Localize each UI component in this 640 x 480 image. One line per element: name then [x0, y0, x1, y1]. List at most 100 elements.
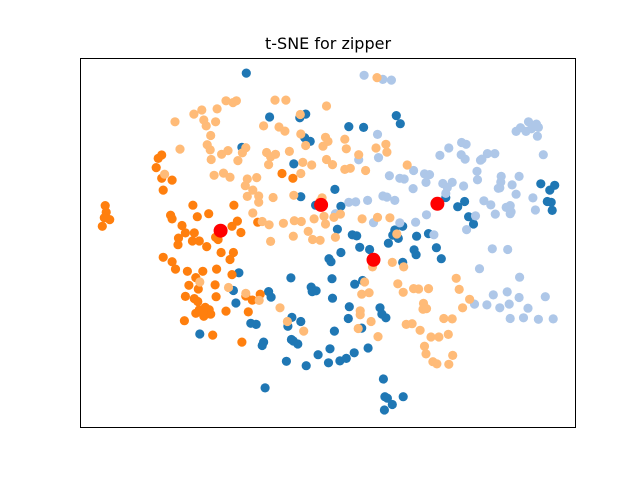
scatter-point-series-4-29 — [321, 154, 332, 165]
scatter-point-series-2-18 — [344, 197, 354, 207]
scatter-point-series-1-63 — [323, 358, 334, 368]
scatter-point-series-1-5 — [344, 122, 354, 132]
scatter-point-series-1-81 — [378, 374, 388, 384]
scatter-point-series-1-46 — [327, 293, 338, 303]
scatter-point-series-4-124 — [353, 323, 363, 334]
scatter-point-series-3-14 — [192, 212, 202, 222]
scatter-point-series-1-12 — [296, 192, 306, 202]
scatter-point-series-3-35 — [184, 280, 194, 290]
highlight-point-2 — [314, 197, 329, 212]
scatter-point-series-1-73 — [260, 383, 270, 393]
scatter-point-series-1-18 — [355, 242, 365, 252]
scatter-point-series-1-10 — [289, 159, 299, 169]
scatter-point-series-4-74 — [289, 216, 299, 226]
scatter-point-series-2-51 — [470, 211, 481, 221]
scatter-point-series-1-69 — [329, 326, 339, 336]
scatter-point-series-3-4 — [99, 213, 109, 223]
scatter-point-series-1-59 — [296, 316, 306, 327]
scatter-point-series-3-17 — [180, 228, 190, 238]
scatter-point-series-3-13 — [188, 200, 198, 210]
scatter-point-series-1-85 — [382, 393, 392, 403]
scatter-point-series-4-116 — [439, 313, 449, 324]
scatter-point-series-4-9 — [212, 104, 222, 114]
scatter-point-series-2-82 — [518, 313, 529, 323]
scatter-point-series-4-65 — [268, 192, 278, 203]
scatter-point-series-4-8 — [221, 96, 231, 106]
scatter-point-series-4-83 — [320, 219, 331, 229]
scatter-point-series-2-81 — [505, 313, 515, 324]
scatter-point-series-4-129 — [275, 303, 285, 313]
scatter-point-series-2-16 — [363, 195, 373, 205]
scatter-point-series-4-36 — [284, 146, 294, 156]
scatter-point-series-2-49 — [505, 209, 515, 219]
scatter-point-series-2-84 — [548, 314, 558, 324]
scatter-point-series-4-52 — [199, 115, 209, 125]
scatter-point-series-2-62 — [538, 150, 548, 160]
scatter-point-series-4-70 — [329, 212, 339, 222]
scatter-point-series-1-66 — [349, 348, 359, 358]
scatter-point-series-3-5 — [97, 221, 107, 231]
scatter-point-series-2-37 — [490, 149, 500, 159]
scatter-point-series-3-52 — [179, 316, 189, 326]
scatter-point-series-3-58 — [200, 302, 210, 312]
scatter-point-series-3-26 — [173, 240, 183, 250]
scatter-point-series-2-45 — [511, 189, 521, 199]
scatter-point-series-4-49 — [206, 130, 216, 141]
scatter-point-series-2-27 — [421, 177, 431, 187]
scatter-point-series-2-28 — [435, 150, 445, 160]
scatter-point-series-4-84 — [303, 226, 313, 236]
scatter-point-series-3-62 — [232, 216, 242, 226]
highlight-point-3 — [366, 252, 381, 267]
scatter-point-series-4-34 — [264, 160, 274, 170]
scatter-point-series-1-54 — [264, 287, 274, 297]
scatter-point-series-3-28 — [177, 220, 187, 231]
scatter-point-series-4-41 — [233, 156, 243, 166]
scatter-point-series-2-59 — [503, 244, 513, 255]
scatter-point-series-4-13 — [280, 126, 290, 136]
scatter-point-series-1-20 — [336, 247, 346, 258]
scatter-point-series-4-86 — [357, 214, 367, 224]
scatter-point-series-1-48 — [344, 302, 354, 312]
scatter-point-series-4-22 — [381, 139, 391, 149]
scatter-point-series-4-121 — [421, 304, 432, 314]
scatter-point-series-1-62 — [325, 344, 335, 354]
scatter-point-series-1-92 — [547, 205, 557, 215]
scatter-point-series-4-1 — [372, 73, 382, 83]
scatter-point-series-3-63 — [236, 227, 246, 238]
scatter-point-series-4-7 — [228, 98, 238, 108]
scatter-point-series-3-65 — [228, 247, 238, 258]
scatter-point-series-2-31 — [460, 154, 470, 164]
scatter-point-series-2-58 — [487, 244, 497, 254]
scatter-point-series-4-53 — [189, 109, 199, 119]
scatter-point-series-2-36 — [482, 149, 492, 159]
scatter-point-series-1-26 — [412, 231, 422, 241]
scatter-point-series-4-93 — [393, 279, 403, 289]
scatter-point-series-4-123 — [366, 316, 376, 327]
scatter-point-series-4-100 — [423, 284, 434, 294]
scatter-point-series-1-1 — [241, 68, 251, 78]
scatter-point-series-1-67 — [363, 343, 373, 353]
scatter-point-series-4-39 — [252, 173, 262, 183]
scatter-point-series-2-25 — [441, 188, 451, 198]
scatter-point-series-4-45 — [217, 149, 227, 159]
scatter-point-series-1-80 — [288, 336, 298, 346]
scatter-point-series-4-57 — [209, 170, 219, 180]
scatter-point-series-4-108 — [434, 332, 444, 342]
scatter-point-series-1-35 — [468, 219, 479, 229]
scatter-point-series-4-23 — [382, 147, 392, 157]
scatter-point-series-4-105 — [415, 325, 425, 335]
scatter-point-series-1-84 — [387, 399, 397, 410]
scatter-point-series-2-7 — [384, 171, 394, 181]
scatter-point-series-2-41 — [495, 183, 505, 193]
scatter-point-series-4-62 — [242, 191, 252, 201]
scatter-point-series-2-75 — [514, 292, 524, 303]
scatter-point-series-3-30 — [158, 252, 168, 262]
scatter-point-series-4-59 — [225, 172, 235, 182]
scatter-point-series-2-21 — [395, 218, 405, 228]
scatter-point-series-2-34 — [472, 175, 483, 185]
scatter-point-series-4-115 — [447, 314, 457, 324]
scatter-point-series-3-22 — [216, 247, 226, 258]
scatter-point-series-3-38 — [210, 280, 220, 290]
scatter-point-series-4-72 — [309, 214, 319, 224]
